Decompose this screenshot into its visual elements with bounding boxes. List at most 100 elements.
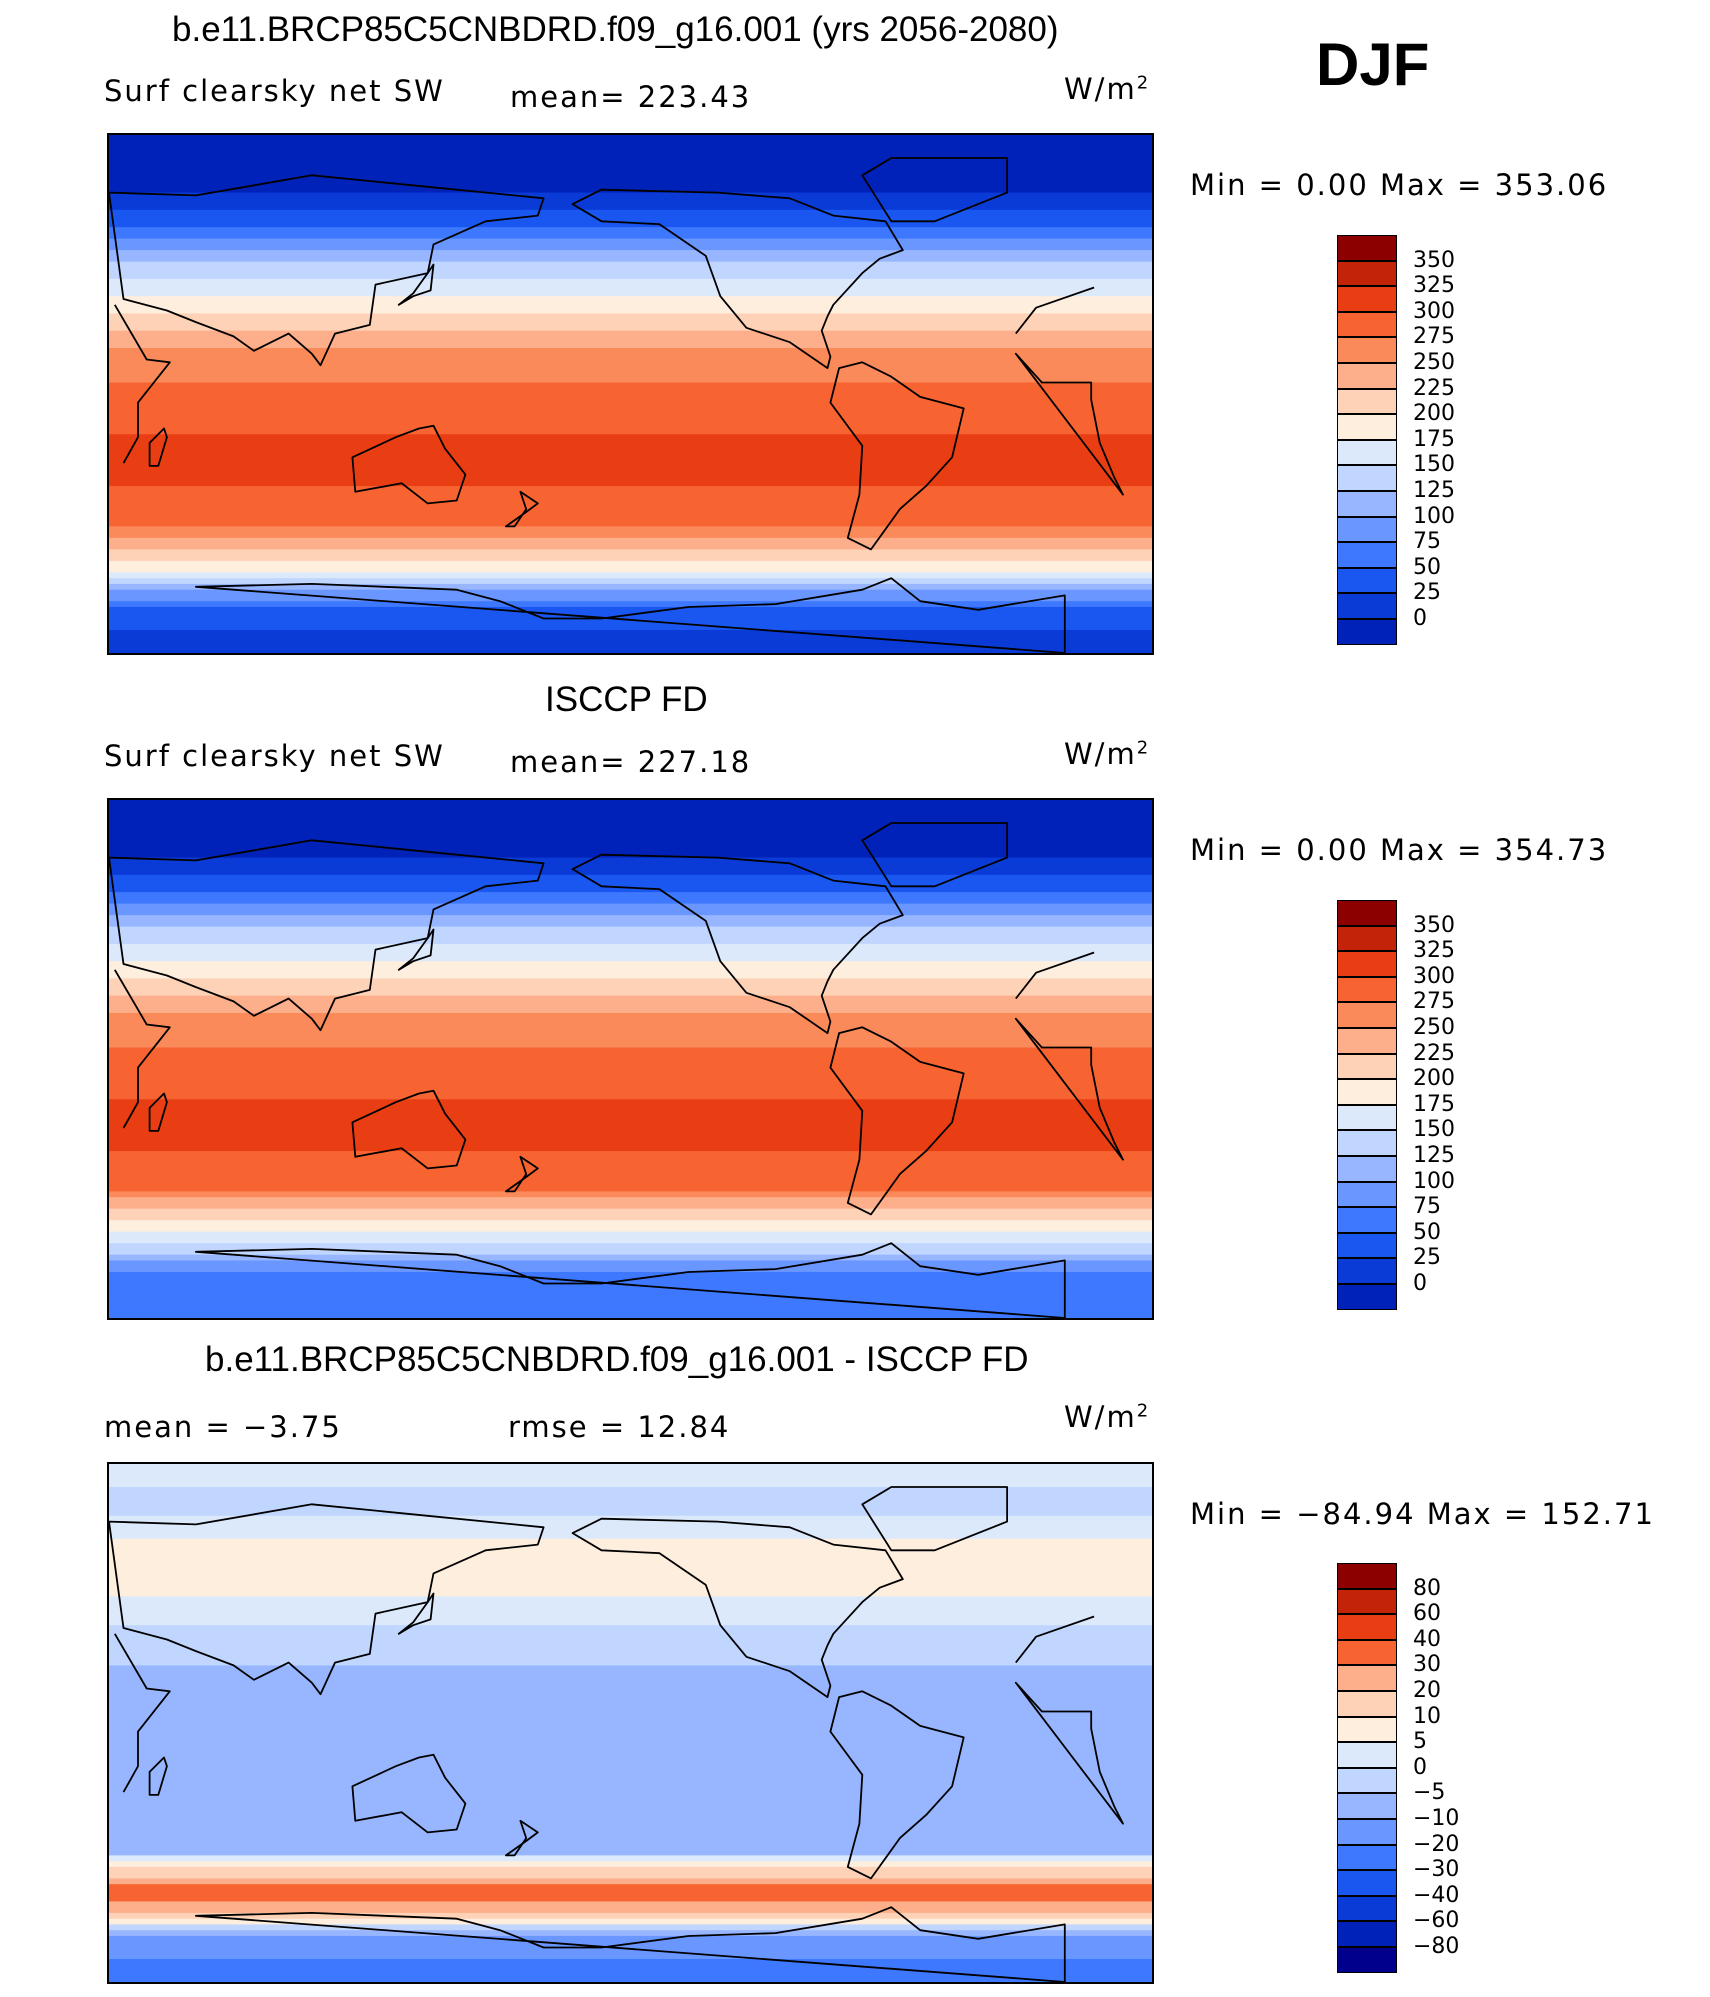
zonal-band — [109, 514, 1152, 522]
zonal-band — [109, 1504, 1152, 1511]
colorbar-box — [1337, 1614, 1397, 1640]
panel2-mean: mean= 227.18 — [510, 745, 752, 779]
zonal-band — [109, 405, 1152, 412]
zonal-band — [109, 1556, 1152, 1563]
panel3-map — [107, 1462, 1154, 1984]
zonal-band — [109, 353, 1152, 361]
zonal-band — [109, 445, 1152, 453]
zonal-band — [109, 1590, 1152, 1597]
zonal-band — [109, 811, 1152, 818]
field-bands — [109, 1464, 1152, 1982]
zonal-band — [109, 966, 1152, 974]
colorbar-box — [1337, 1181, 1397, 1208]
zonal-band — [109, 1630, 1152, 1638]
zonal-band — [109, 1717, 1152, 1724]
zonal-band — [109, 1561, 1152, 1569]
colorbar-tick-label: 25 — [1413, 1245, 1441, 1271]
panel3-rmse: rmse = 12.84 — [508, 1410, 731, 1444]
panel2-units: W/m2 — [1064, 737, 1151, 771]
zonal-band — [109, 284, 1152, 291]
zonal-band — [109, 1082, 1152, 1089]
zonal-band — [109, 1734, 1152, 1741]
zonal-band — [109, 273, 1152, 280]
colorbar-tick-label: 225 — [1413, 375, 1455, 401]
colorbar-tick-label: 350 — [1413, 912, 1455, 938]
zonal-band — [109, 290, 1152, 297]
colorbar-tick-label: 75 — [1413, 529, 1441, 555]
zonal-band — [109, 468, 1152, 476]
zonal-band — [109, 1208, 1152, 1215]
panel2-colorbar: 350 325 300 275 250 225 200 175 150 125 100 75 50 25 0 — [1337, 900, 1455, 1310]
zonal-band — [109, 1214, 1152, 1221]
zonal-band — [109, 834, 1152, 841]
colorbar-box — [1337, 925, 1397, 952]
zonal-band — [109, 1688, 1152, 1695]
zonal-band — [109, 1573, 1152, 1580]
panel2-map — [107, 798, 1154, 1320]
colorbar-box — [1337, 1716, 1397, 1743]
zonal-band — [109, 209, 1152, 217]
colorbar-box — [1337, 1258, 1397, 1284]
zonal-band — [109, 1030, 1152, 1037]
zonal-band — [109, 635, 1152, 643]
zonal-band — [109, 140, 1152, 148]
zonal-band — [109, 474, 1152, 481]
zonal-band — [109, 869, 1152, 876]
zonal-band — [109, 307, 1152, 315]
zonal-band — [109, 1953, 1152, 1960]
colorbar-box — [1337, 1665, 1397, 1691]
panel1-variable: Surf clearsky net SW — [104, 74, 445, 108]
zonal-band — [109, 1861, 1152, 1868]
zonal-band — [109, 874, 1152, 882]
zonal-band — [109, 1521, 1152, 1528]
colorbar-box — [1337, 593, 1397, 619]
zonal-band — [109, 1225, 1152, 1233]
colorbar-box — [1337, 1691, 1397, 1717]
zonal-band — [109, 198, 1152, 205]
zonal-band — [109, 1533, 1152, 1540]
zonal-band — [109, 261, 1152, 268]
colorbar-box — [1337, 1921, 1397, 1947]
colorbar-box — [1337, 1232, 1397, 1259]
colorbar-tick-label: 125 — [1413, 1143, 1455, 1168]
zonal-band — [109, 1774, 1152, 1782]
zonal-band — [109, 313, 1152, 320]
zonal-band — [109, 1179, 1152, 1187]
zonal-band — [109, 1567, 1152, 1574]
zonal-band — [109, 537, 1152, 545]
colorbar-box — [1337, 1002, 1397, 1028]
zonal-band — [109, 428, 1152, 435]
zonal-band — [109, 1797, 1152, 1805]
colorbar-tick-label: −5 — [1413, 1780, 1446, 1806]
zonal-band — [109, 560, 1152, 568]
coastline-africa — [114, 286, 1124, 496]
colorbar-box — [1337, 363, 1397, 389]
zonal-band — [109, 1139, 1152, 1146]
zonal-band — [109, 1243, 1152, 1250]
zonal-band — [109, 330, 1152, 338]
zonal-band — [109, 503, 1152, 510]
zonal-band — [109, 961, 1152, 968]
colorbar-tick-label: 175 — [1413, 1091, 1455, 1117]
colorbar-tick-label: 100 — [1413, 503, 1455, 529]
colorbar-tick-label: 325 — [1413, 273, 1455, 299]
zonal-band — [109, 319, 1152, 326]
continent-outlines — [109, 157, 1124, 653]
colorbar-box — [1337, 1895, 1397, 1922]
colorbar-box — [1337, 1844, 1397, 1871]
zonal-band — [109, 1884, 1152, 1891]
coastline-australia — [351, 1089, 467, 1170]
zonal-band — [109, 1843, 1152, 1851]
panel3-units: W/m2 — [1064, 1400, 1151, 1434]
zonal-band — [109, 1076, 1152, 1083]
colorbar-tick-label: −20 — [1413, 1831, 1460, 1857]
zonal-band — [109, 805, 1152, 813]
zonal-band — [109, 1665, 1152, 1672]
coastline-eurasia — [109, 1503, 545, 1696]
zonal-band — [109, 1699, 1152, 1707]
zonal-band — [109, 1283, 1152, 1290]
zonal-band — [109, 949, 1152, 956]
colorbar-tick-label: 125 — [1413, 478, 1455, 503]
zonal-band — [109, 486, 1152, 493]
zonal-band — [109, 1907, 1152, 1914]
